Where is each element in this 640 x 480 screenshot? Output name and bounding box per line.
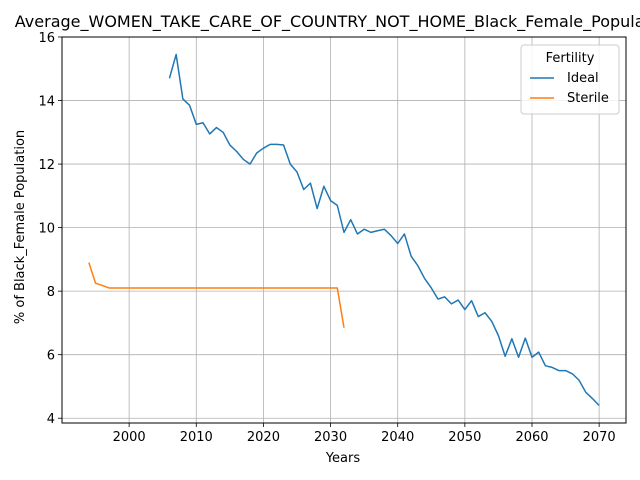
legend-label-ideal: Ideal: [567, 71, 599, 86]
series-layer: [88, 53, 600, 407]
x-tick-label: 2020: [247, 430, 280, 445]
y-tick-label: 14: [38, 95, 55, 110]
y-tick-label: 16: [38, 31, 55, 46]
x-tick-label: 2040: [381, 430, 414, 445]
y-axis: 4 6 8 10 12 14 16: [38, 31, 62, 427]
series-line-ideal: [168, 53, 600, 407]
y-tick-label: 4: [47, 412, 55, 427]
x-tick-label: 2030: [314, 430, 347, 445]
x-tick-label: 2060: [515, 430, 548, 445]
plot-frame: [61, 36, 627, 424]
y-tick-label: 12: [38, 158, 55, 173]
legend-title: Fertility: [546, 51, 595, 66]
y-tick-label: 6: [47, 349, 55, 364]
legend: Fertility Ideal Sterile: [520, 44, 620, 115]
y-tick-label: 10: [38, 222, 55, 237]
y-tick-label: 8: [47, 285, 55, 300]
legend-label-sterile: Sterile: [567, 91, 609, 106]
x-tick-label: 2050: [448, 430, 481, 445]
series-line-sterile: [88, 262, 345, 328]
x-axis-label: Years: [325, 451, 361, 466]
x-axis: 2000 2010 2020 2030 2040 2050 2060 2070: [113, 423, 616, 445]
x-tick-label: 2070: [583, 430, 616, 445]
x-tick-label: 2010: [180, 430, 213, 445]
y-axis-label: % of Black_Female Population: [13, 130, 28, 324]
chart-title: Average_WOMEN_TAKE_CARE_OF_COUNTRY_NOT_H…: [15, 12, 640, 32]
x-tick-label: 2000: [113, 430, 146, 445]
legend-box: [520, 44, 620, 115]
